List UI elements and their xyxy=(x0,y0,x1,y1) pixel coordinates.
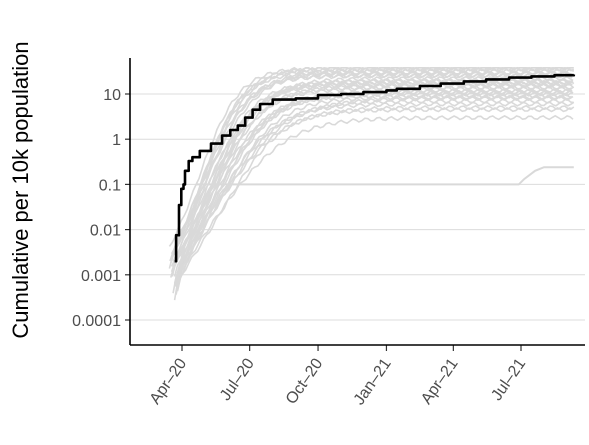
x-tick-labels: Apr–20 Jul–20 Oct–20 Jan–21 Apr–21 Jul–21 xyxy=(147,355,530,408)
flat-series-line xyxy=(196,166,574,186)
background-series-line xyxy=(177,104,575,287)
background-series-line xyxy=(171,66,575,255)
x-tick-label: Oct–20 xyxy=(283,355,327,407)
y-tick-label: 0.001 xyxy=(81,268,121,285)
x-tick-label: Jan–21 xyxy=(351,355,395,408)
x-tick-label: Jul–20 xyxy=(217,355,258,403)
y-tick-labels: 0.0001 0.001 0.01 0.1 1 10 xyxy=(72,87,121,330)
background-series-line xyxy=(176,90,574,281)
x-tick-label: Jul–21 xyxy=(488,355,529,403)
background-series-line xyxy=(178,93,572,269)
highlight-series-group xyxy=(174,73,576,263)
background-series-line xyxy=(174,98,574,287)
y-tick-label: 10 xyxy=(103,87,121,104)
flat-series-group xyxy=(196,166,574,186)
y-tick-label: 0.0001 xyxy=(72,313,121,330)
x-tick-label: Apr–21 xyxy=(418,355,462,407)
x-tick-label: Apr–20 xyxy=(147,355,191,407)
background-series-line xyxy=(176,114,574,292)
background-series-line xyxy=(175,94,573,295)
axes xyxy=(129,58,585,346)
background-series-line xyxy=(168,66,574,247)
y-axis-title: Cumulative per 10k population xyxy=(8,41,33,338)
background-series-line xyxy=(169,72,573,262)
y-tick-label: 0.01 xyxy=(90,223,121,240)
y-tick-label: 1 xyxy=(112,132,121,149)
y-tick-label: 0.1 xyxy=(99,177,121,194)
highlight-series-line xyxy=(174,73,576,263)
background-series-line xyxy=(173,91,574,284)
background-series-line xyxy=(173,83,574,277)
